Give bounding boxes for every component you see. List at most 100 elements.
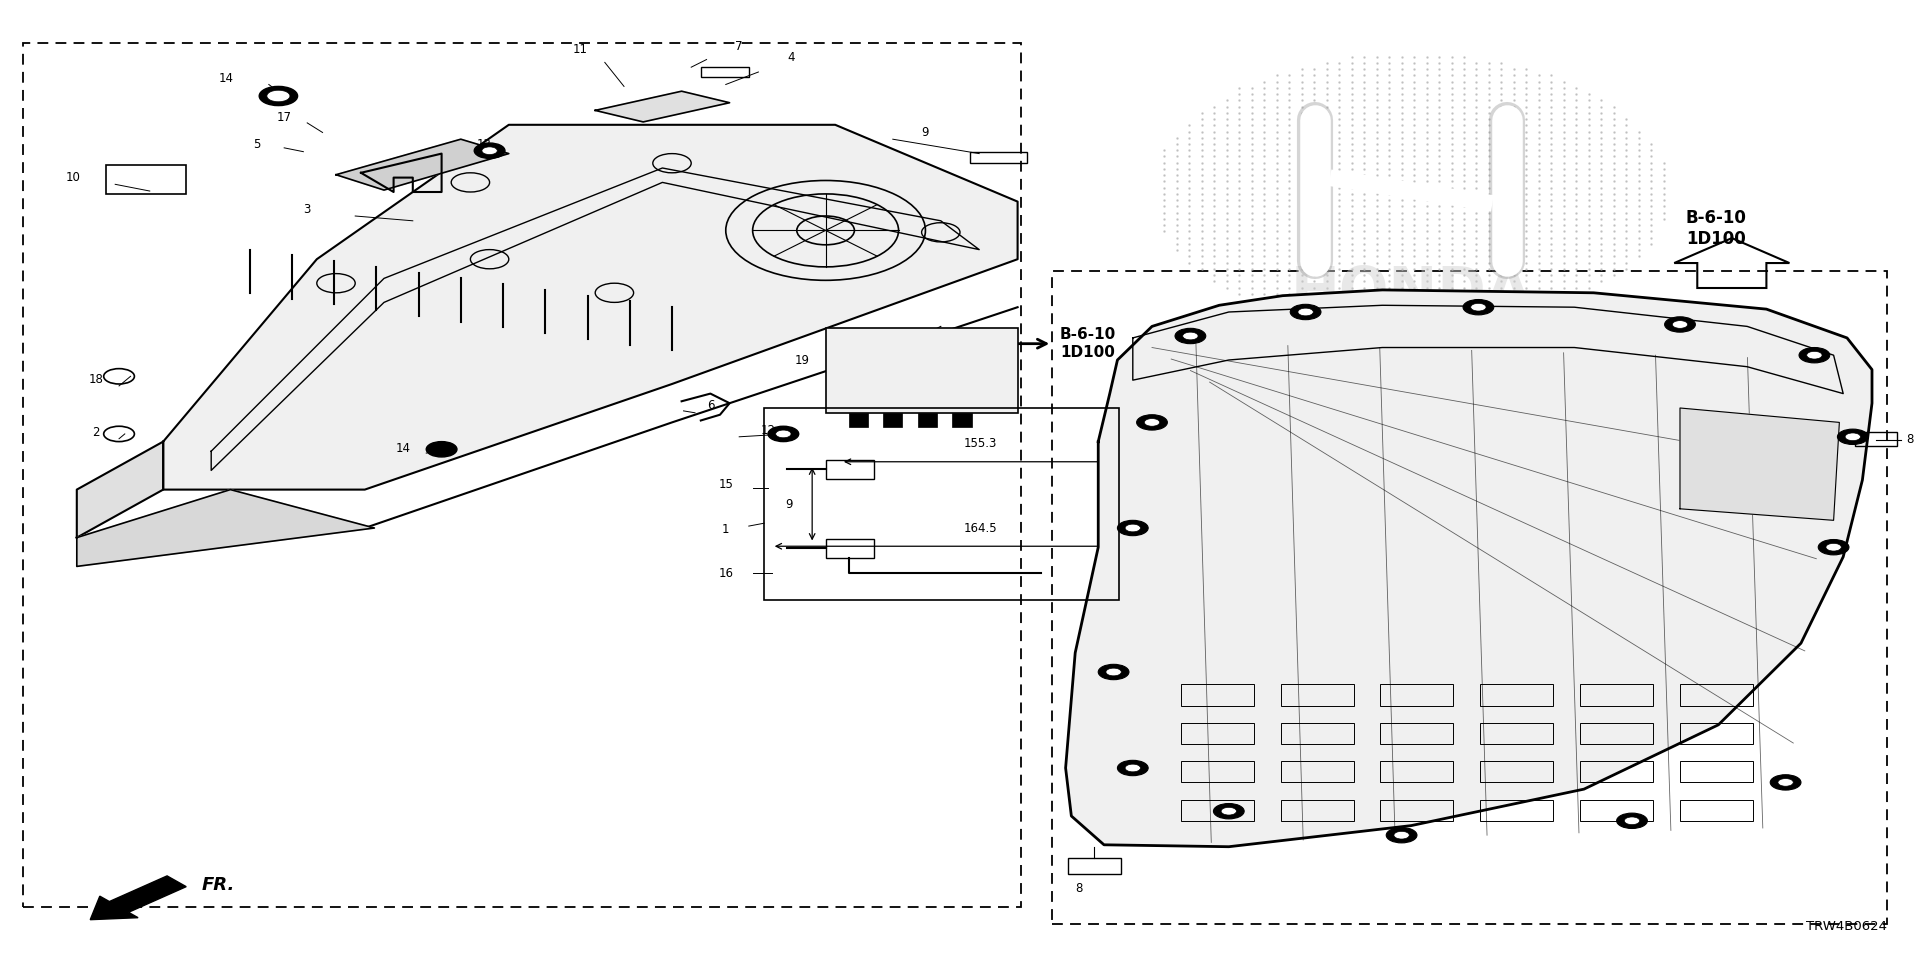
- Bar: [106, 165, 186, 194]
- Text: 6: 6: [707, 398, 714, 412]
- Text: 2: 2: [92, 425, 100, 439]
- Circle shape: [1386, 828, 1417, 843]
- Bar: [1680, 684, 1753, 706]
- Bar: [764, 408, 1119, 600]
- Circle shape: [776, 430, 791, 438]
- Circle shape: [1117, 760, 1148, 776]
- Circle shape: [1471, 303, 1486, 311]
- Bar: [952, 413, 972, 427]
- Bar: [1855, 432, 1897, 446]
- Bar: [1480, 761, 1553, 782]
- Bar: [1380, 800, 1453, 821]
- Circle shape: [1183, 332, 1198, 340]
- Circle shape: [1290, 304, 1321, 320]
- Bar: [1281, 723, 1354, 744]
- Bar: [1480, 684, 1553, 706]
- Bar: [1380, 684, 1453, 706]
- Bar: [1281, 761, 1354, 782]
- Text: 11: 11: [572, 43, 588, 57]
- Circle shape: [1826, 543, 1841, 551]
- Text: 8: 8: [1075, 881, 1083, 895]
- Text: 3: 3: [303, 203, 311, 216]
- Circle shape: [426, 442, 457, 457]
- Circle shape: [1845, 433, 1860, 441]
- Text: B-6-10
1D100: B-6-10 1D100: [1060, 327, 1116, 360]
- Text: 18: 18: [88, 372, 104, 386]
- Bar: [1580, 761, 1653, 782]
- Circle shape: [482, 147, 497, 155]
- Bar: [883, 413, 902, 427]
- Text: 17: 17: [276, 110, 292, 124]
- Circle shape: [1106, 668, 1121, 676]
- Text: 7: 7: [735, 39, 743, 53]
- Polygon shape: [1066, 290, 1872, 847]
- Circle shape: [1125, 764, 1140, 772]
- Circle shape: [1799, 348, 1830, 363]
- Circle shape: [1665, 317, 1695, 332]
- Circle shape: [1672, 321, 1688, 328]
- Bar: [849, 413, 868, 427]
- Bar: [1052, 271, 1887, 924]
- Text: 9: 9: [785, 497, 793, 511]
- Text: FR.: FR.: [202, 876, 234, 894]
- Text: 19: 19: [795, 353, 810, 367]
- Text: 1: 1: [722, 523, 730, 537]
- Text: 13: 13: [948, 344, 964, 357]
- Polygon shape: [1680, 408, 1839, 520]
- Bar: [1580, 684, 1653, 706]
- Bar: [1480, 723, 1553, 744]
- Circle shape: [1137, 415, 1167, 430]
- Polygon shape: [77, 442, 163, 538]
- Text: 155.3: 155.3: [964, 437, 996, 450]
- Bar: [1580, 723, 1653, 744]
- FancyArrow shape: [90, 876, 186, 920]
- Circle shape: [1213, 804, 1244, 819]
- Bar: [701, 67, 749, 77]
- Bar: [826, 539, 874, 558]
- Text: B-6-10
1D100: B-6-10 1D100: [1686, 209, 1747, 248]
- Bar: [1680, 723, 1753, 744]
- Circle shape: [1298, 308, 1313, 316]
- Bar: [23, 43, 1021, 907]
- Bar: [1380, 723, 1453, 744]
- Text: 4: 4: [787, 51, 795, 64]
- Bar: [1181, 723, 1254, 744]
- Text: 164.5: 164.5: [964, 521, 996, 535]
- Circle shape: [1770, 775, 1801, 790]
- Bar: [826, 460, 874, 479]
- Circle shape: [1837, 429, 1868, 444]
- Text: TRW4B0624: TRW4B0624: [1807, 920, 1887, 933]
- Bar: [1480, 800, 1553, 821]
- Text: 10: 10: [65, 171, 81, 184]
- Polygon shape: [595, 91, 730, 122]
- Circle shape: [1394, 831, 1409, 839]
- Bar: [826, 328, 1018, 413]
- Text: 14: 14: [396, 442, 411, 455]
- Text: 5: 5: [253, 137, 261, 151]
- Circle shape: [1617, 813, 1647, 828]
- Circle shape: [259, 86, 298, 106]
- Text: 15: 15: [718, 478, 733, 492]
- Circle shape: [267, 90, 290, 102]
- Circle shape: [1144, 419, 1160, 426]
- Bar: [1680, 800, 1753, 821]
- Polygon shape: [77, 490, 374, 566]
- Circle shape: [1807, 351, 1822, 359]
- Bar: [1680, 761, 1753, 782]
- Bar: [918, 413, 937, 427]
- Circle shape: [1221, 807, 1236, 815]
- Bar: [1181, 761, 1254, 782]
- Bar: [1580, 800, 1653, 821]
- Bar: [970, 152, 1027, 163]
- Bar: [1068, 858, 1121, 874]
- Circle shape: [1463, 300, 1494, 315]
- Circle shape: [1117, 520, 1148, 536]
- Bar: [1281, 684, 1354, 706]
- Polygon shape: [336, 139, 509, 190]
- Circle shape: [1778, 779, 1793, 786]
- Circle shape: [1175, 328, 1206, 344]
- Text: 9: 9: [922, 126, 929, 139]
- Text: HONDA: HONDA: [1290, 264, 1532, 322]
- Circle shape: [1818, 540, 1849, 555]
- Bar: [1181, 800, 1254, 821]
